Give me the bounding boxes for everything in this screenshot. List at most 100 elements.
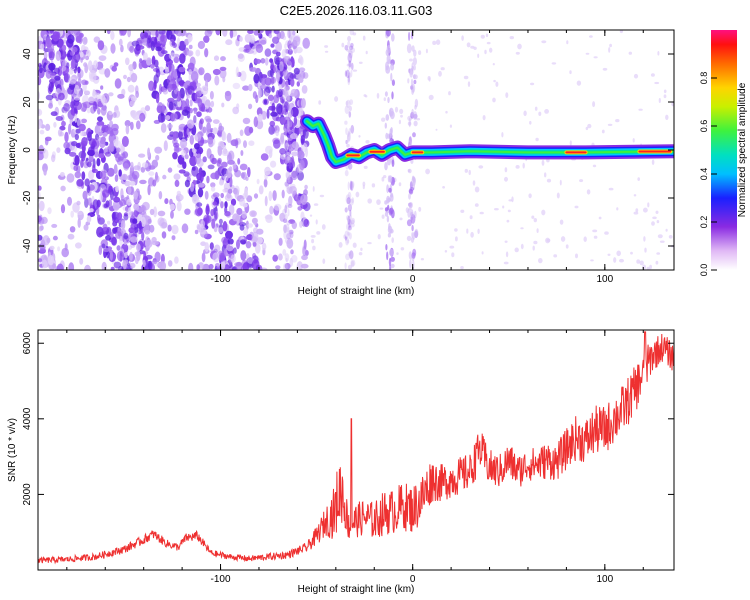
spectrogram-cell (348, 50, 353, 59)
spectrogram-cell (125, 124, 130, 135)
spectrogram-cell (386, 251, 389, 261)
spectrogram-cell (158, 191, 163, 200)
spectrogram-cell (256, 178, 260, 185)
spectrogram-cell (352, 32, 357, 36)
spectrogram-cell (381, 214, 385, 219)
spectrogram-cell (194, 133, 202, 142)
spectrogram-cell (425, 168, 430, 175)
spectrogram-cell (267, 94, 274, 102)
spectrogram-cell (351, 62, 354, 70)
spectrogram-cell (48, 50, 55, 61)
spectrogram-cell (309, 214, 313, 217)
spectrogram-cell (297, 171, 304, 181)
spectrogram-cell (93, 101, 97, 112)
spectrogram-cell (251, 231, 259, 243)
spectrogram-cell (383, 97, 386, 102)
spectrogram-cell (230, 254, 236, 263)
spectrogram-cell (344, 120, 348, 125)
spectrogram-cell (263, 99, 268, 105)
spectrogram-cell (283, 224, 287, 233)
spectrogram-cell (105, 235, 112, 241)
spectrogram-cell (127, 207, 132, 219)
spectrogram-cell (47, 42, 55, 53)
spectrogram-cell (188, 44, 193, 50)
spectrogram-cell (197, 187, 204, 198)
spectrogram-cell (406, 43, 412, 54)
spectrogram-cell (206, 175, 210, 184)
spectrogram-cell (260, 153, 269, 161)
spectrogram-cell (84, 264, 91, 270)
spectrogram-cell (212, 127, 218, 135)
spectrogram-cell (100, 94, 106, 104)
spectrogram-cell (197, 182, 205, 188)
spectrogram-cell (284, 214, 288, 220)
spectrogram-cell (633, 73, 639, 79)
spectrogram-cell (106, 30, 111, 35)
spectrogram-cell (221, 131, 227, 141)
spectrogram-cell (528, 193, 532, 199)
spectrogram-cell (352, 69, 358, 72)
spectrogram-cell (418, 50, 422, 55)
spectrogram-cell (210, 209, 215, 217)
spectrogram-cell (155, 171, 158, 181)
spectrogram-cell (259, 84, 268, 90)
spectrogram-cell (345, 99, 351, 108)
spectrogram-cell (411, 108, 414, 115)
spectrogram-cell (633, 211, 639, 215)
spectrogram-cell (243, 48, 250, 53)
spectrogram-cell (592, 101, 596, 108)
spectrogram-cell (145, 239, 153, 249)
spectrogram-cell (286, 60, 292, 66)
spectrogram-cell (363, 165, 368, 169)
spectrogram-cell (348, 163, 353, 170)
spectrogram-cell (147, 184, 151, 196)
spectrogram-cell (350, 217, 356, 225)
spectrogram-cell (656, 252, 661, 255)
spectrogram-cell (362, 181, 366, 187)
spectrogram-cell (440, 67, 445, 71)
spectrogram-cell (280, 154, 287, 160)
spectrogram-cell (119, 30, 127, 36)
spectrogram-cell (506, 219, 510, 223)
spectrogram-cell (559, 219, 564, 225)
spectrogram-cell (202, 156, 207, 163)
spectrogram-cell (242, 171, 247, 181)
spectrogram-cell (278, 253, 283, 261)
spectrogram-cell (226, 132, 232, 143)
spectrogram-cell (604, 231, 609, 235)
spectrogram-cell (324, 45, 329, 48)
spectrogram-cell (486, 41, 491, 45)
spectrogram-cell (55, 116, 63, 121)
spectrogram-cell (77, 72, 82, 81)
spectrogram-cell (72, 46, 78, 53)
spectrogram-cell (190, 182, 195, 192)
spectrogram-cell (229, 264, 234, 270)
spectrogram-cell (282, 208, 287, 217)
spectrogram-cell (268, 125, 275, 135)
spectrogram-cell (127, 84, 135, 93)
spectrogram-cell (347, 225, 352, 231)
spectrogram-cell (287, 118, 290, 127)
spectrogram-cell (619, 30, 623, 34)
spectrogram-cell (348, 232, 352, 240)
spectrogram-cell (546, 238, 551, 243)
spectrogram-cell (632, 138, 635, 143)
spectrogram-cell (384, 162, 388, 171)
spectrogram-cell (551, 62, 557, 65)
colorbar-tick-label: 0.6 (699, 120, 709, 133)
spectrogram-cell (87, 146, 95, 156)
spectrogram-cell (515, 51, 520, 55)
spectrogram-cell (299, 220, 303, 228)
spectrogram-cell (448, 91, 451, 96)
spectrogram-cell (100, 85, 104, 90)
spectrogram-cell (123, 213, 129, 221)
spectrogram-cell (288, 195, 293, 206)
spectrogram-cell (492, 62, 495, 66)
spectrogram-cell (384, 200, 388, 205)
spectrogram-cell (176, 37, 181, 47)
spectrogram-cell (171, 41, 176, 46)
y-tick-label: 6000 (22, 332, 33, 355)
spectrogram-cell (91, 164, 96, 173)
spectrogram-cell (345, 236, 349, 246)
spectrogram-cell (251, 259, 260, 270)
